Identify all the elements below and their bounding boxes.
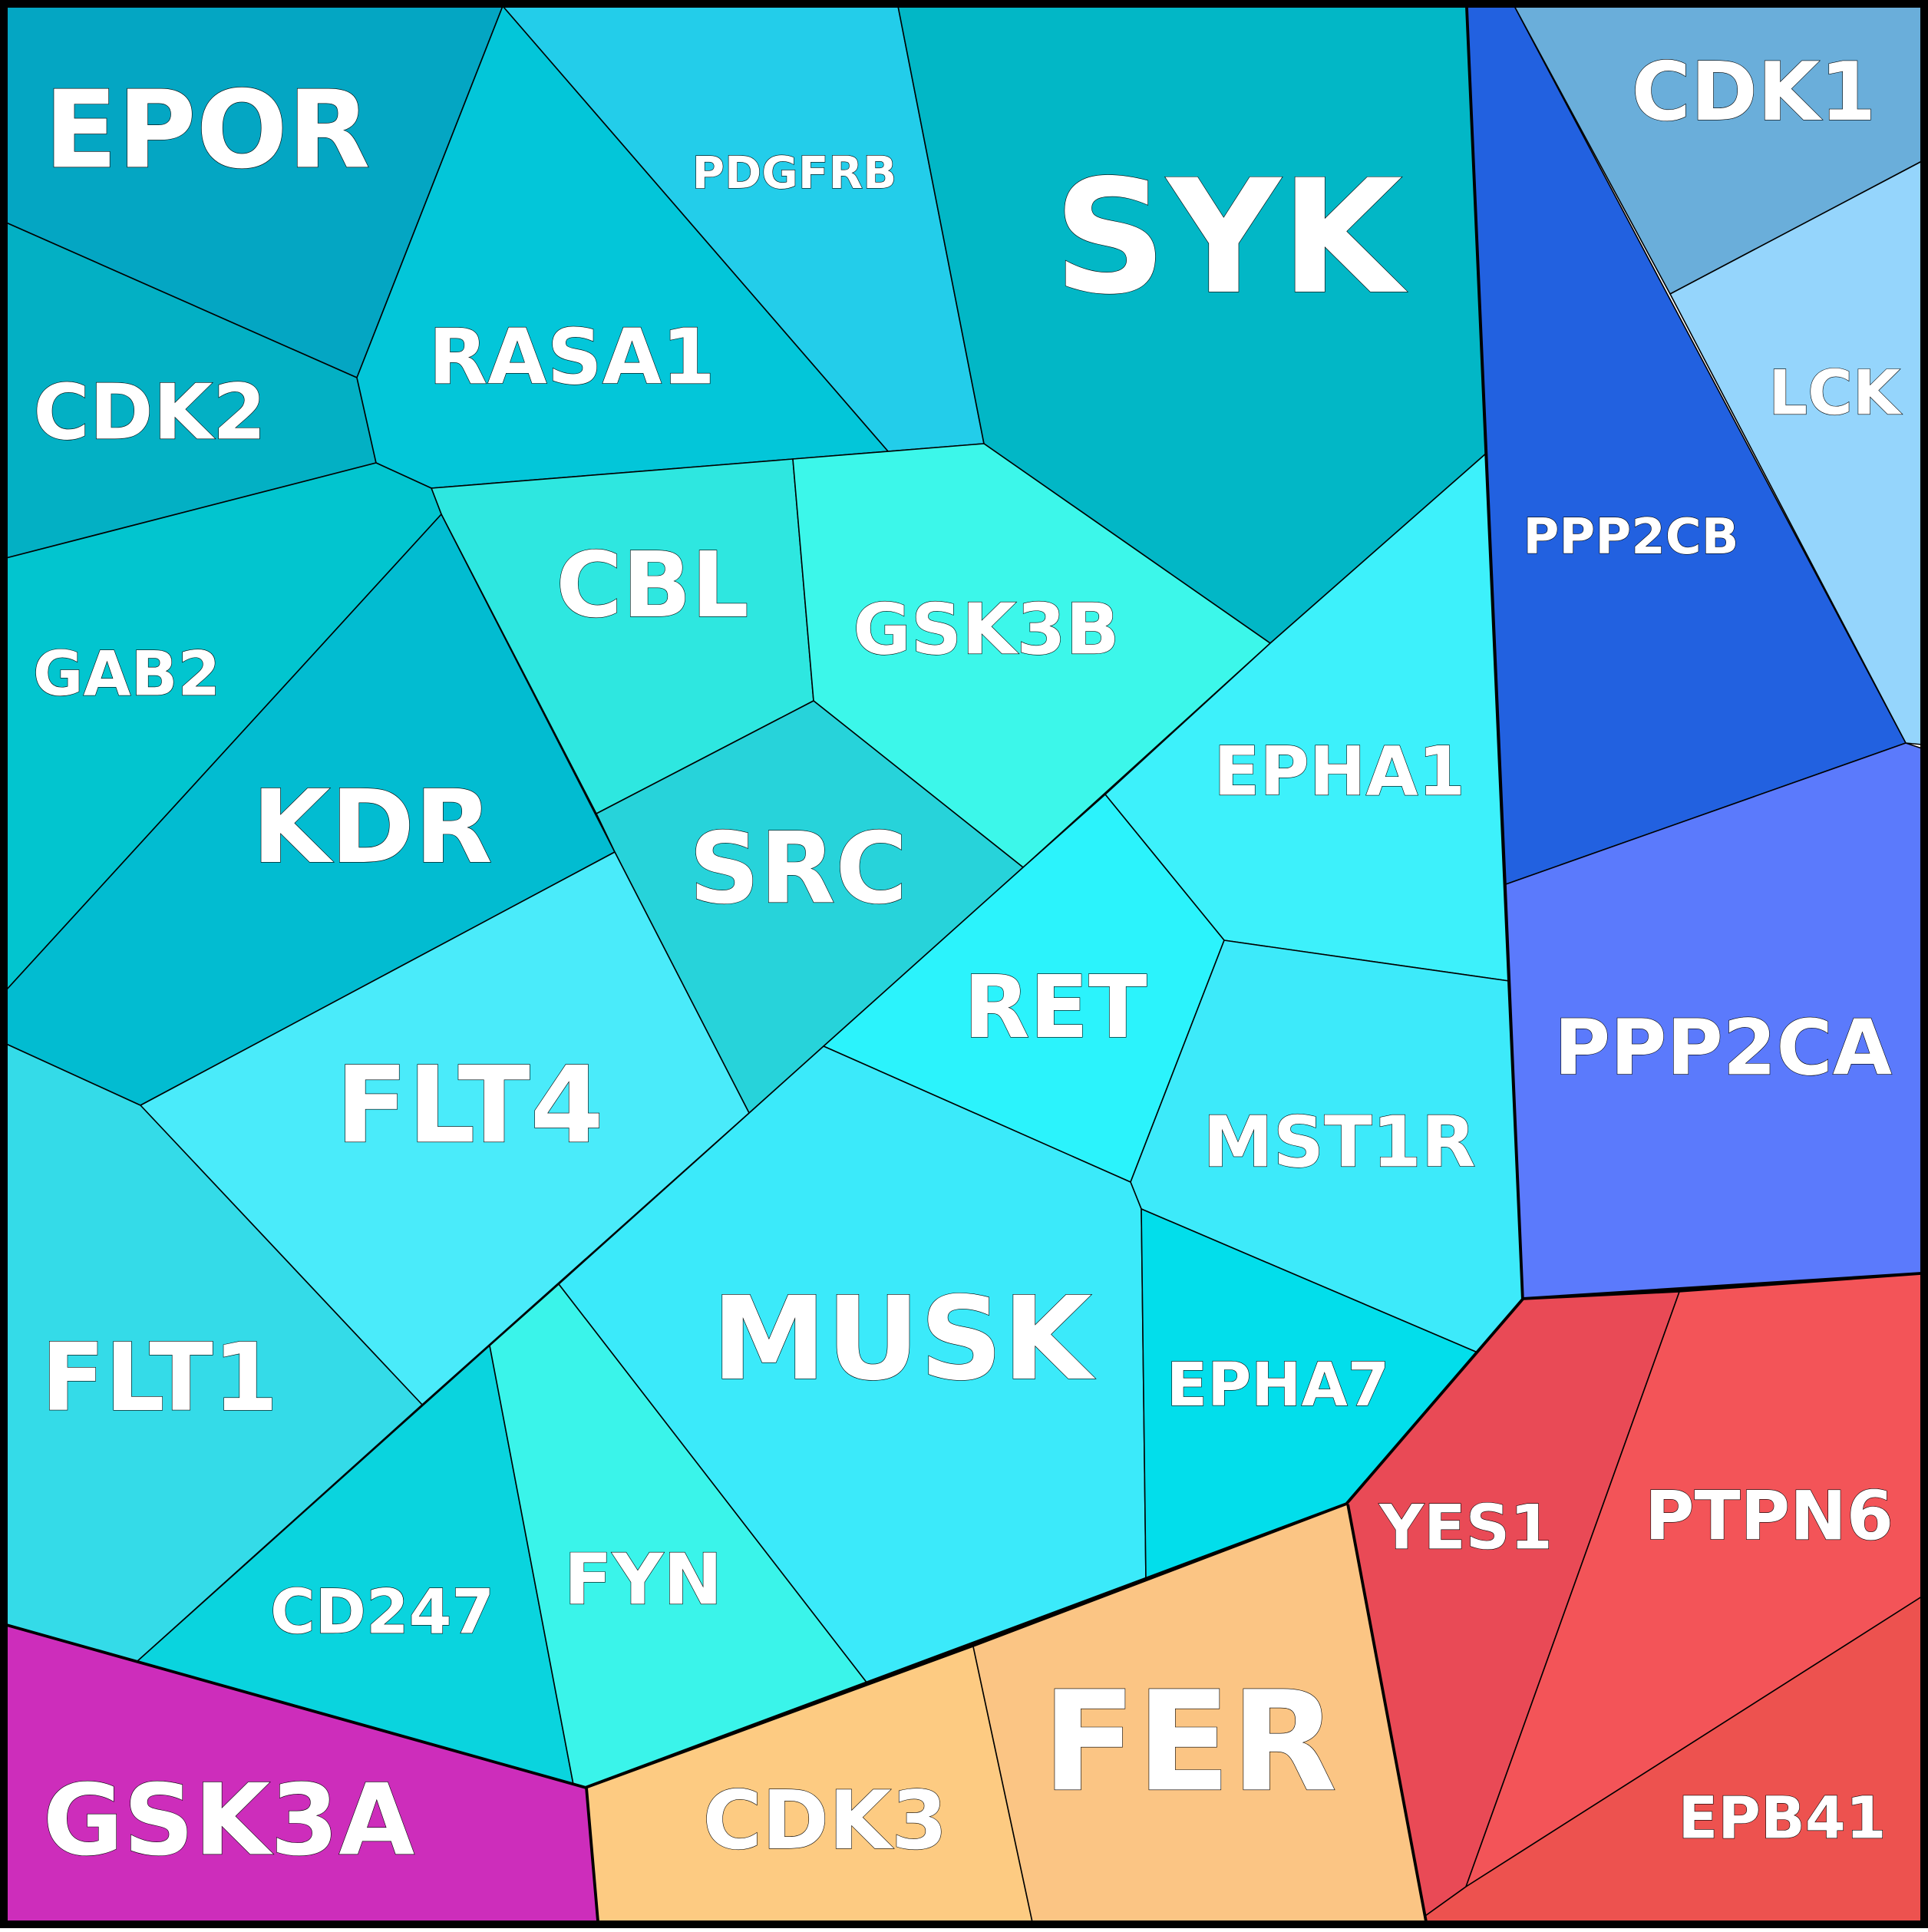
group-orange (585, 1504, 1426, 1923)
cell-label-yes1: YES1 (1378, 1492, 1553, 1564)
cell-label-gab2: GAB2 (33, 639, 220, 710)
cell-label-epha1: EPHA1 (1213, 732, 1465, 811)
cell-label-lck: LCK (1768, 358, 1903, 429)
cell-label-fer: FER (1042, 1663, 1338, 1823)
cell-label-musk: MUSK (711, 1273, 1095, 1406)
group-cyan (5, 5, 1524, 1789)
cell-label-mst1r: MST1R (1203, 1101, 1475, 1184)
cell-label-epb41: EPB41 (1678, 1784, 1886, 1852)
cell-label-cd247: CD247 (270, 1577, 494, 1648)
cell-label-gsk3b: GSK3B (853, 589, 1119, 671)
cell-label-pdgfrb: PDGFRB (692, 147, 897, 199)
cell-label-ret: RET (963, 958, 1147, 1058)
cell-label-ppp2cb: PPP2CB (1524, 509, 1739, 566)
cell-label-rasa1: RASA1 (428, 312, 715, 402)
cell-label-cbl: CBL (556, 532, 749, 638)
cell-label-gsk3a: GSK3A (43, 1764, 415, 1878)
cell-label-epor: EPOR (44, 68, 370, 193)
cell-label-kdr: KDR (252, 768, 493, 887)
cell-label-fyn: FYN (564, 1539, 722, 1621)
group-blue (1467, 5, 1923, 1300)
cell-gsk3b (792, 443, 1271, 868)
cell-label-cdk1: CDK1 (1632, 45, 1877, 139)
cell-label-cdk2: CDK2 (33, 368, 266, 457)
cell-label-epha7: EPHA7 (1167, 1351, 1389, 1420)
group-red (1346, 1273, 1923, 1923)
cell-label-src: SRC (689, 812, 908, 926)
cell-label-cdk3: CDK3 (703, 1774, 948, 1868)
cell-label-syk: SYK (1054, 147, 1408, 329)
cell-label-ppp2ca: PPP2CA (1554, 1003, 1892, 1093)
cell-label-flt1: FLT1 (41, 1323, 279, 1432)
cell-label-ptpn6: PTPN6 (1645, 1477, 1893, 1556)
cell-label-flt4: FLT4 (335, 1044, 604, 1167)
